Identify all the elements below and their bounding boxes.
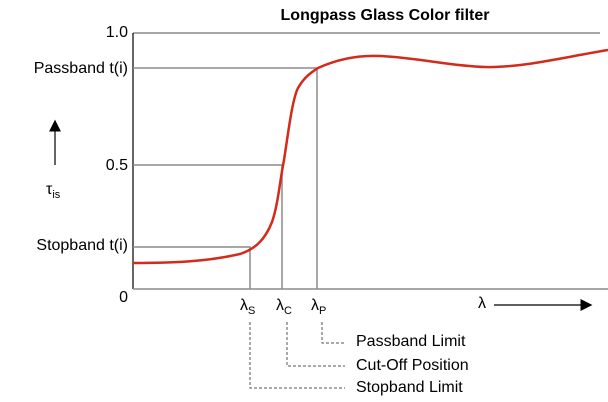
y-tick-label: 1.0: [106, 24, 128, 41]
y-tick-label: 0.5: [106, 157, 128, 174]
annotation: Passband Limit: [356, 333, 466, 350]
stopband-label: Stopband t(i): [36, 237, 128, 254]
passband-marker: λP: [311, 297, 326, 317]
stopband-guide: [133, 246, 251, 289]
x-symbol: λ: [478, 295, 486, 312]
stopband-marker: λS: [240, 297, 255, 317]
cutoff-marker: λC: [276, 297, 292, 317]
passband-connector: [321, 322, 345, 344]
title: Longpass Glass Color filter: [281, 7, 490, 24]
transmission-curve: [132, 48, 608, 265]
passband-label: Passband t(i): [34, 60, 128, 77]
stopband-connector: [249, 322, 345, 389]
cutoff-connector: [286, 322, 345, 367]
annotation: Stopband Limit: [356, 379, 463, 396]
annotation: Cut-Off Position: [356, 357, 469, 374]
y-tick-label: 0: [119, 289, 128, 306]
cutoff-guide: [133, 164, 283, 289]
y-symbol: τis: [46, 181, 61, 201]
